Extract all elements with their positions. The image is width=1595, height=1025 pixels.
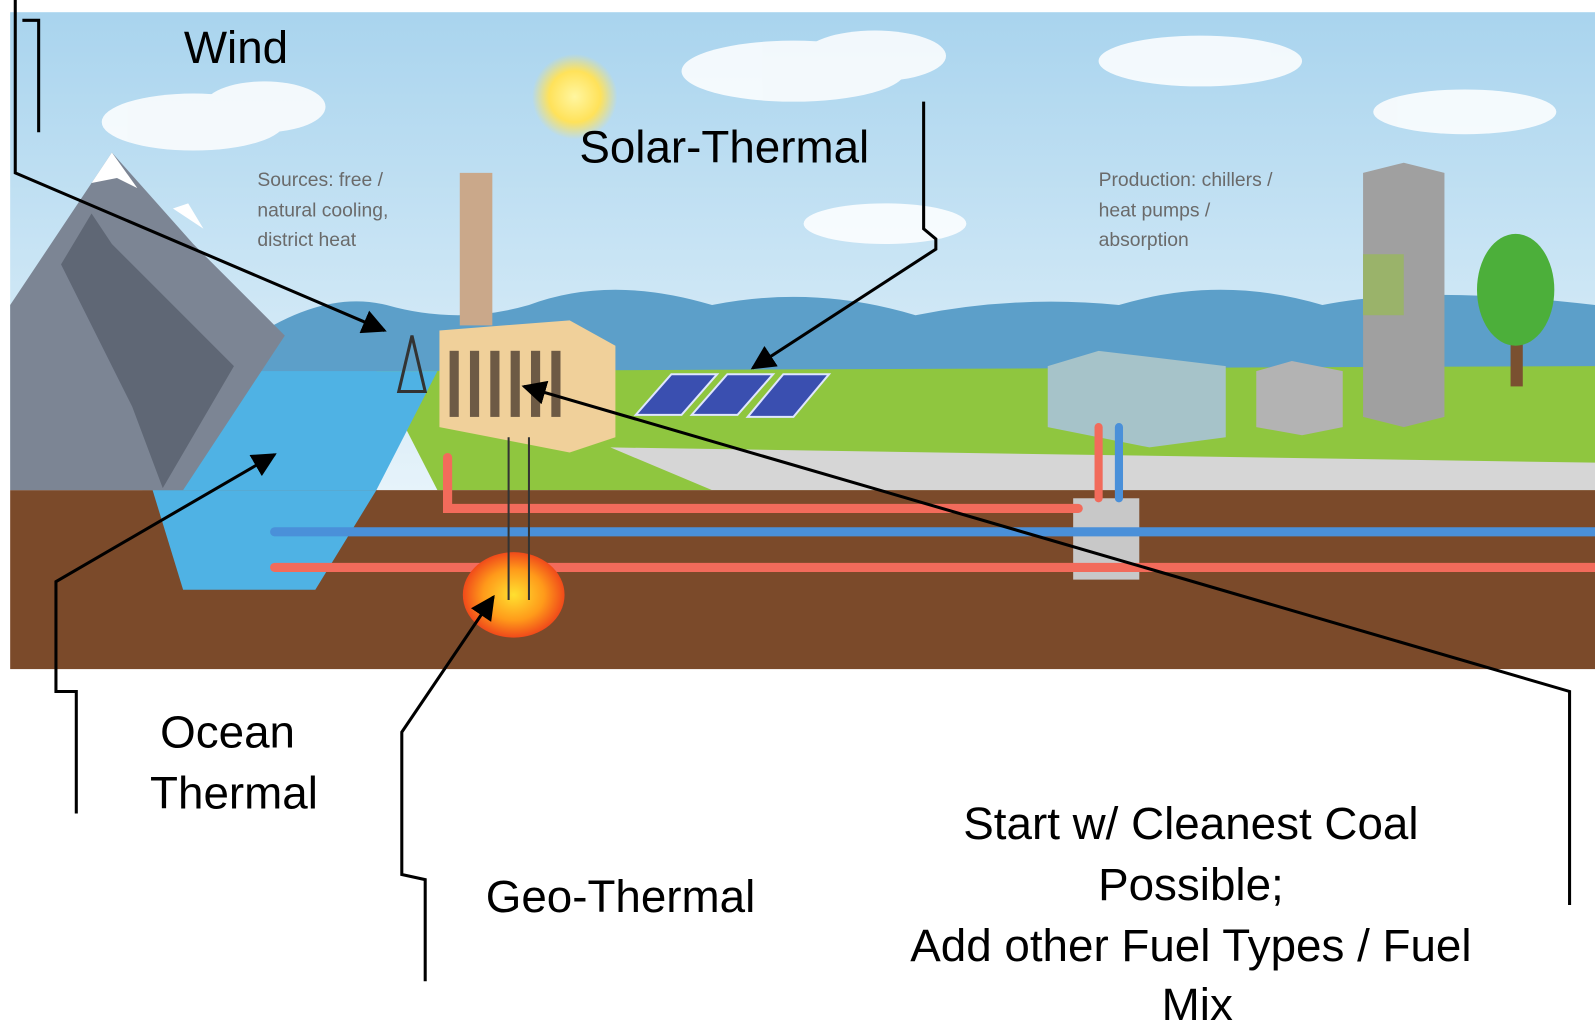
wind-callout (13, 0, 387, 334)
coal-callout (521, 380, 1572, 906)
wind-bracket (22, 18, 41, 133)
sun (532, 53, 618, 140)
solar-label: Solar-Thermal (579, 122, 869, 173)
ocean-callout (54, 453, 277, 814)
buildings (1047, 162, 1555, 448)
coal-label: Start w/ Cleanest Coal Possible; Add oth… (910, 798, 1484, 1025)
production-note: Production: chillers / heat pumps / abso… (1099, 170, 1278, 251)
chimney (459, 172, 493, 326)
geo-label: Geo-Thermal (486, 871, 756, 922)
sources-note: Sources: free / natural cooling, distric… (257, 170, 393, 251)
geothermal-heat (462, 552, 565, 638)
wind-label: Wind (184, 22, 288, 73)
illustration (10, 12, 1595, 670)
callouts (13, 0, 1572, 982)
clouds (101, 30, 1557, 245)
solar-panels (633, 373, 832, 418)
geo-callout (400, 594, 495, 982)
ocean-label: Ocean Thermal (150, 706, 318, 818)
solar-callout (750, 101, 938, 370)
wind-tower (396, 335, 428, 394)
